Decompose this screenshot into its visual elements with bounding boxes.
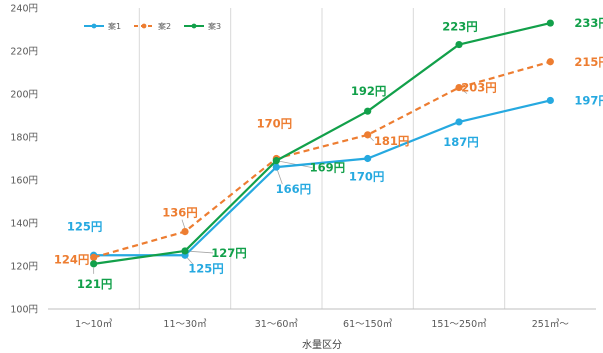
data-point (364, 131, 372, 139)
legend: 案1 案2 案3 (84, 21, 221, 31)
data-point (181, 228, 189, 236)
data-point (364, 107, 372, 115)
series-lines (90, 19, 554, 268)
data-label: 203円 (461, 81, 497, 95)
data-labels: 125円 125円 166円 170円 187円 197円 124円 136円 170円 181円… (54, 16, 603, 291)
leader-line (181, 219, 186, 229)
legend-marker (91, 23, 97, 29)
x-axis-label: 水量区分 (302, 339, 342, 351)
data-label: 127円 (211, 246, 247, 260)
data-label: 181円 (374, 134, 410, 148)
y-tick-label: 180円 (10, 133, 38, 144)
data-point (546, 58, 554, 66)
data-point (90, 260, 98, 268)
data-point (272, 163, 280, 171)
legend-marker (141, 23, 147, 29)
series-line-1 (93, 99, 551, 257)
x-tick-labels: 1～10㎥ 11～30㎥ 31～60㎥ 61～150㎥ 151～250㎥ 251㎥～ (75, 318, 569, 330)
data-label: 166円 (276, 182, 312, 196)
data-point (90, 253, 98, 261)
x-tick-label: 151～250㎥ (431, 318, 487, 330)
data-label: 121円 (77, 277, 113, 291)
x-tick-label: 1～10㎥ (75, 318, 113, 330)
y-tick-label: 140円 (10, 219, 38, 230)
y-tick-label: 200円 (10, 90, 38, 101)
leader-line (276, 160, 313, 169)
legend-label: 案3 (208, 21, 221, 31)
data-point (455, 83, 463, 92)
data-point (181, 247, 189, 255)
x-tick-label: 31～60㎥ (255, 318, 299, 330)
data-label: 192円 (351, 84, 387, 98)
data-label: 125円 (188, 261, 224, 275)
x-tick-label: 251㎥～ (532, 318, 570, 330)
data-point (546, 19, 554, 27)
data-label: 233円 (574, 16, 603, 30)
data-label: 125円 (67, 219, 103, 233)
legend-label: 案2 (158, 21, 171, 31)
data-label: 169円 (310, 161, 346, 175)
y-tick-label: 100円 (10, 305, 38, 316)
y-tick-label: 120円 (10, 262, 38, 273)
legend-label: 案1 (108, 21, 121, 31)
data-point (455, 118, 463, 126)
label-leader-lines (93, 87, 468, 274)
y-tick-label: 160円 (10, 176, 38, 187)
data-label: 124円 (54, 252, 90, 266)
series-line-2 (93, 60, 551, 259)
data-label: 170円 (349, 170, 385, 184)
y-axis: 100円 120円 140円 160円 180円 200円 220円 240円 (10, 4, 38, 316)
data-label: 197円 (574, 93, 603, 107)
x-tick-label: 11～30㎥ (163, 318, 207, 330)
data-label: 215円 (574, 55, 603, 69)
data-point (455, 40, 463, 49)
y-tick-label: 240円 (10, 4, 38, 15)
legend-marker (191, 23, 197, 29)
gridlines (138, 8, 506, 309)
data-label: 170円 (257, 117, 293, 131)
x-tick-label: 61～150㎥ (343, 318, 393, 330)
data-label: 136円 (162, 206, 198, 220)
data-label: 223円 (442, 20, 478, 34)
series-line-3 (93, 21, 551, 265)
data-point (364, 154, 372, 163)
data-label: 187円 (443, 135, 479, 149)
y-tick-label: 220円 (10, 47, 38, 58)
data-point (546, 96, 554, 105)
data-point (272, 157, 280, 165)
